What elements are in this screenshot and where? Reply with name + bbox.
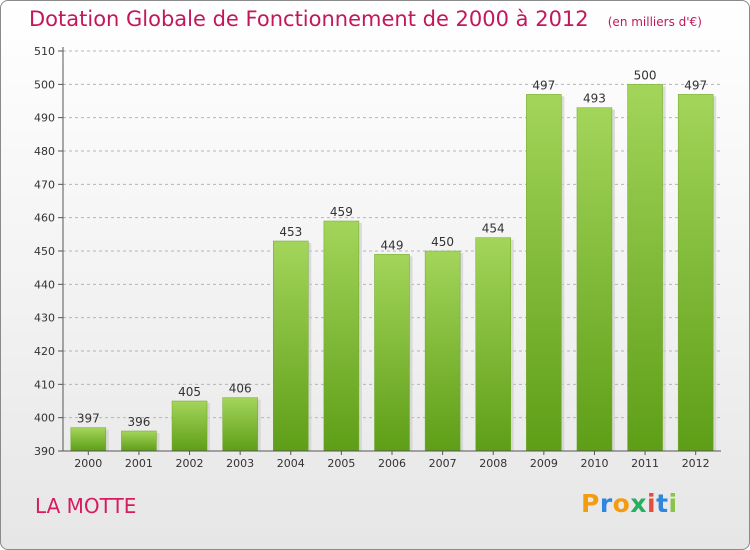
x-tick-label: 2000 <box>74 457 102 470</box>
logo-letter: x <box>630 489 647 518</box>
data-label: 449 <box>381 238 404 252</box>
data-label: 493 <box>583 92 606 106</box>
logo-letter: i <box>668 489 678 518</box>
bar <box>70 427 107 452</box>
y-tick-label: 460 <box>34 212 55 225</box>
y-tick-label: 440 <box>34 278 55 291</box>
commune-name: LA MOTTE <box>35 494 137 518</box>
data-label: 450 <box>431 235 454 249</box>
data-label: 396 <box>127 415 150 429</box>
bar <box>627 84 663 452</box>
bars <box>70 84 717 452</box>
y-tick-label: 490 <box>34 112 55 125</box>
bar <box>576 107 613 452</box>
title-row: Dotation Globale de Fonctionnement de 20… <box>29 7 702 31</box>
x-tick-label: 2007 <box>429 457 457 470</box>
x-tick-label: 2005 <box>327 457 355 470</box>
bar <box>526 94 562 452</box>
x-tick-label: 2008 <box>479 457 507 470</box>
y-tick-label: 420 <box>34 345 55 358</box>
x-tick-label: 2002 <box>176 457 204 470</box>
data-label: 454 <box>482 222 505 236</box>
y-tick-label: 410 <box>34 378 55 391</box>
y-tick-label: 400 <box>34 412 55 425</box>
bar <box>424 250 461 452</box>
bar <box>374 254 410 452</box>
x-tick-label: 2012 <box>682 457 710 470</box>
logo-letter: t <box>656 489 669 518</box>
data-label: 406 <box>229 382 252 396</box>
y-tick-label: 470 <box>34 178 55 191</box>
data-label: 500 <box>634 68 657 82</box>
logo-letter: r <box>599 489 613 518</box>
data-label: 453 <box>279 225 302 239</box>
data-label: 397 <box>77 412 100 426</box>
y-tick-label: 430 <box>34 312 55 325</box>
y-tick-label: 480 <box>34 145 55 158</box>
y-tick-label: 500 <box>34 78 55 91</box>
bar <box>323 220 360 452</box>
axes: 390 400 410 420 430 440 450 460 470 480 490 500 510 2… <box>34 45 721 470</box>
y-tick-label: 510 <box>34 45 55 58</box>
bar <box>273 240 309 452</box>
logo-letter: P <box>581 489 600 518</box>
data-label: 497 <box>684 78 707 92</box>
data-label: 459 <box>330 205 353 219</box>
logo-letter: i <box>647 489 657 518</box>
bar <box>475 237 511 452</box>
bar <box>222 397 258 452</box>
chart-subtitle: (en milliers d'€) <box>607 15 702 29</box>
chart-title: Dotation Globale de Fonctionnement de 20… <box>29 7 589 31</box>
bar <box>121 430 157 452</box>
x-tick-label: 2001 <box>125 457 153 470</box>
x-tick-label: 2006 <box>378 457 406 470</box>
y-tick-label: 450 <box>34 245 55 258</box>
x-tick-label: 2004 <box>277 457 305 470</box>
bar <box>171 400 208 452</box>
proxiti-logo: Proxiti <box>581 489 678 518</box>
data-label: 497 <box>532 78 555 92</box>
x-tick-label: 2003 <box>226 457 254 470</box>
logo-letter: o <box>612 489 631 518</box>
x-tick-label: 2009 <box>530 457 558 470</box>
bar <box>677 94 714 452</box>
y-tick-label: 390 <box>34 445 55 458</box>
labels: 397 396 405 406 453 459 449 450 454 497 493 500 497 <box>77 68 707 429</box>
x-tick-label: 2010 <box>580 457 608 470</box>
x-tick-label: 2011 <box>631 457 659 470</box>
data-label: 405 <box>178 385 201 399</box>
